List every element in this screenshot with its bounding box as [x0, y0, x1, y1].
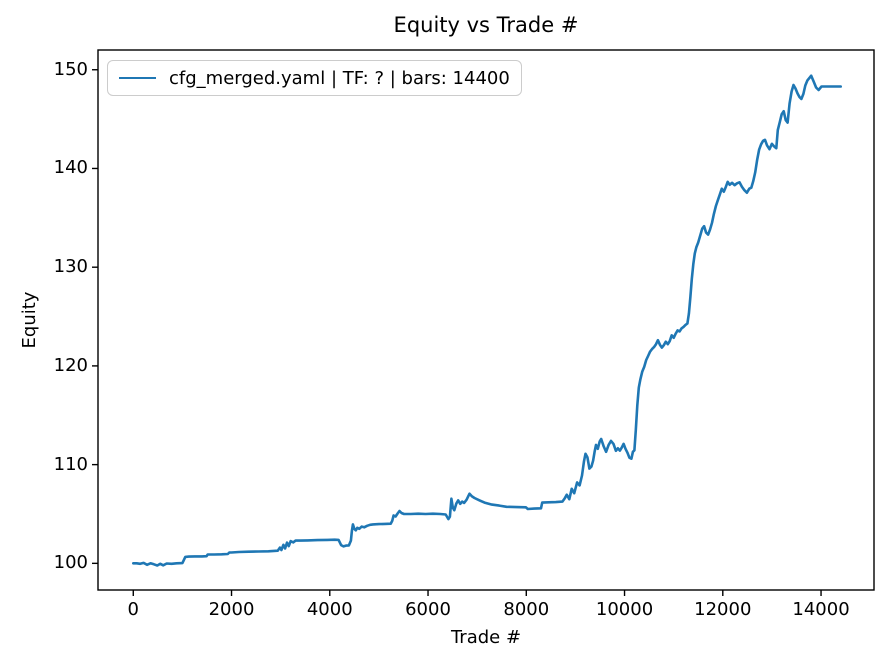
legend-label: cfg_merged.yaml | TF: ? | bars: 14400 [169, 67, 510, 89]
y-tick-label: 100 [53, 552, 88, 574]
y-tick-label: 150 [53, 58, 88, 80]
x-axis-label: Trade # [450, 627, 522, 648]
x-tick-label: 12000 [694, 599, 752, 620]
y-tick-label: 140 [53, 157, 88, 179]
x-tick-label: 10000 [595, 599, 654, 620]
x-tick-label: 14000 [792, 599, 850, 620]
x-tick-label: 2000 [208, 599, 255, 620]
x-tick-label: 8000 [503, 599, 550, 620]
equity-line [132, 74, 843, 567]
x-tick-label: 4000 [306, 599, 353, 620]
x-tick-label: 0 [127, 599, 139, 620]
axes-spines [97, 49, 875, 591]
legend: cfg_merged.yaml | TF: ? | bars: 14400 [107, 60, 522, 96]
x-tick-label: 6000 [405, 599, 451, 620]
y-tick-label: 120 [53, 354, 88, 376]
y-tick-label: 130 [53, 256, 88, 278]
y-tick-label: 110 [53, 453, 88, 475]
legend-line-sample [119, 77, 156, 79]
chart-title: Equity vs Trade # [393, 13, 579, 37]
